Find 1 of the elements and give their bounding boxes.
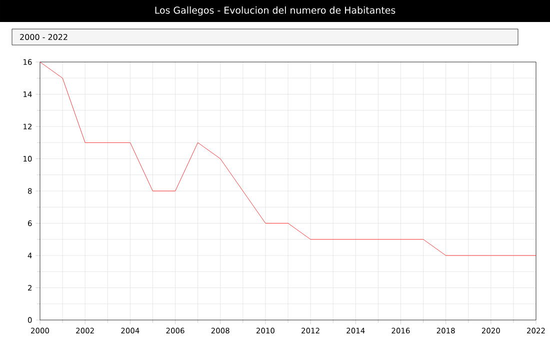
chart-title: Los Gallegos - Evolucion del numero de Habitantes [155, 6, 396, 16]
